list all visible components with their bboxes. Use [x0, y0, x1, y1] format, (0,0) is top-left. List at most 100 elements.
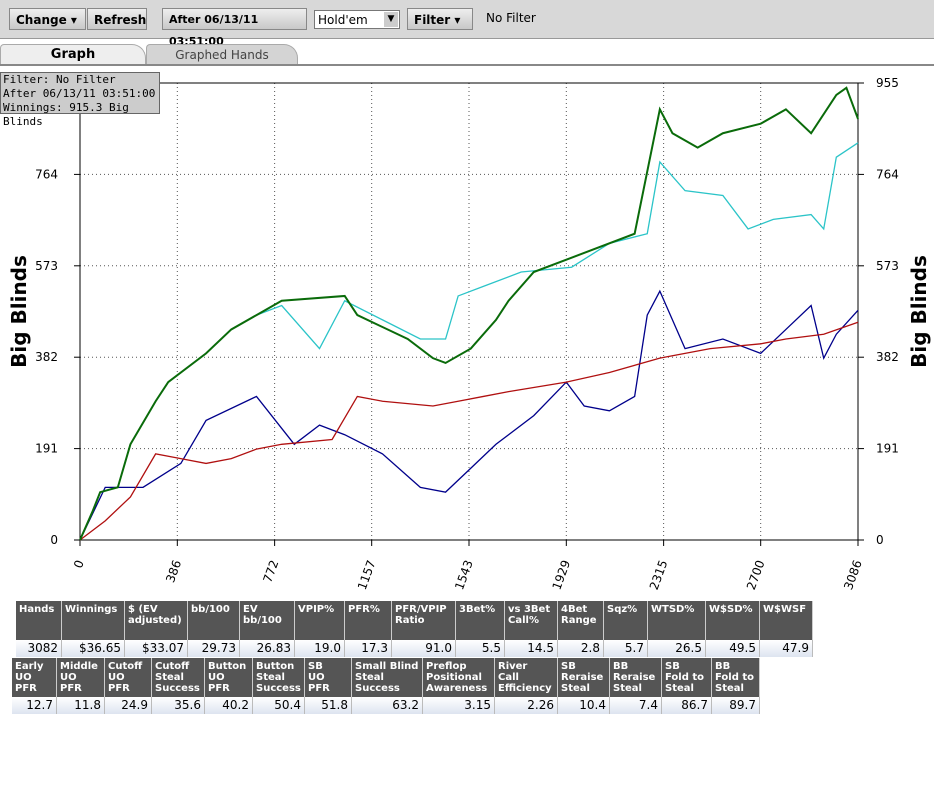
cell: 2.8	[558, 640, 604, 657]
date-button[interactable]: After 06/13/11 03:51:00	[162, 8, 307, 48]
cell: 3.15	[423, 697, 495, 714]
label: Hold'em	[318, 13, 368, 27]
y2-tick-label: 573	[876, 259, 899, 273]
column-header: vs 3Bet Call%	[505, 601, 558, 640]
x-tick-label: 1543	[452, 558, 476, 591]
column-header: Button UO PFR	[205, 658, 253, 697]
column-header: VPIP%	[295, 601, 345, 640]
y-tick-label: 764	[35, 167, 58, 181]
column-header: PFR%	[345, 601, 392, 640]
y2-tick-label: 382	[876, 350, 899, 364]
cell: 86.7	[662, 697, 712, 714]
x-tick-label: 0	[71, 558, 87, 570]
cell: 47.9	[760, 640, 813, 657]
plot-frame	[79, 82, 859, 541]
cell: 11.8	[57, 697, 105, 714]
y-tick-label: 382	[35, 350, 58, 364]
column-header: 4Bet Range	[558, 601, 604, 640]
filter-button[interactable]: Filter ▾	[407, 8, 473, 30]
cell: 24.9	[105, 697, 152, 714]
cell: 35.6	[152, 697, 205, 714]
label: Filter	[414, 13, 451, 27]
cell: 40.2	[205, 697, 253, 714]
column-header: SB Reraise Steal	[558, 658, 610, 697]
x-tick-label: 2315	[647, 558, 671, 591]
cell: 49.5	[706, 640, 760, 657]
column-header: Preflop Positional Awareness	[423, 658, 495, 697]
column-header: Cutoff Steal Success	[152, 658, 205, 697]
column-header: Early UO PFR	[12, 658, 57, 697]
column-header: W$WSF	[760, 601, 813, 640]
cell: 19.0	[295, 640, 345, 657]
column-header: Small Blind Steal Success	[352, 658, 423, 697]
y2-tick-label: 764	[876, 167, 899, 181]
cell: $33.07	[125, 640, 188, 657]
series-line	[79, 86, 859, 541]
cell: 3082	[16, 640, 62, 657]
cell: $36.65	[62, 640, 125, 657]
tab[interactable]: Graphed Hands	[146, 44, 298, 64]
y2-tick-label: 0	[876, 533, 884, 547]
y-tick-label: 573	[35, 259, 58, 273]
column-header: BB Reraise Steal	[610, 658, 662, 697]
column-header: 3Bet%	[456, 601, 505, 640]
column-header: SB UO PFR	[305, 658, 352, 697]
column-header: SB Fold to Steal	[662, 658, 712, 697]
column-header: W$SD%	[706, 601, 760, 640]
info-box: Filter: No Filter After 06/13/11 03:51:0…	[0, 72, 160, 128]
cell: 29.73	[188, 640, 240, 657]
x-tick-label: 1929	[550, 558, 574, 591]
column-header: WTSD%	[648, 601, 706, 640]
column-header: Sqz%	[604, 601, 648, 640]
cell: 63.2	[352, 697, 423, 714]
cell: 26.5	[648, 640, 706, 657]
series-line	[79, 289, 859, 541]
y-axis-label: Big Blinds	[7, 255, 31, 368]
cell: 26.83	[240, 640, 295, 657]
cell: 12.7	[12, 697, 57, 714]
y-tick-label: 0	[50, 533, 58, 547]
cell: 2.26	[495, 697, 558, 714]
tab-line	[0, 64, 934, 66]
change-button[interactable]: Change ▾	[9, 8, 86, 30]
series-line	[79, 321, 859, 541]
tab[interactable]: Graph	[0, 44, 146, 64]
x-tick-label: 2700	[744, 558, 768, 591]
cell: 14.5	[505, 640, 558, 657]
x-tick-label: 1157	[355, 558, 379, 591]
cell: 89.7	[712, 697, 760, 714]
column-header: Hands	[16, 601, 62, 640]
y2-axis-label: Big Blinds	[907, 255, 931, 368]
y-tick-label: 191	[35, 442, 58, 456]
cell: 5.7	[604, 640, 648, 657]
cell: 7.4	[610, 697, 662, 714]
cell: 5.5	[456, 640, 505, 657]
series-line	[79, 142, 859, 541]
y2-tick-label: 955	[876, 76, 899, 90]
info-line: Filter: No Filter	[3, 73, 116, 86]
cell: 10.4	[558, 697, 610, 714]
column-header: Cutoff UO PFR	[105, 658, 152, 697]
column-header: bb/100	[188, 601, 240, 640]
label: Change	[16, 13, 67, 27]
filter-status: No Filter	[486, 11, 536, 25]
refresh-button[interactable]: Refresh	[87, 8, 147, 30]
cell: 50.4	[253, 697, 305, 714]
x-tick-label: 772	[260, 558, 281, 584]
x-tick-label: 386	[163, 558, 184, 584]
cell: 51.8	[305, 697, 352, 714]
game-select[interactable]: Hold'em ▼	[314, 10, 400, 29]
column-header: Middle UO PFR	[57, 658, 105, 697]
cell: 91.0	[392, 640, 456, 657]
column-header: Button Steal Success	[253, 658, 305, 697]
column-header: River Call Efficiency	[495, 658, 558, 697]
column-header: $ (EV adjusted)	[125, 601, 188, 640]
y2-tick-label: 191	[876, 442, 899, 456]
x-tick-label: 3086	[841, 558, 865, 591]
chart: 0019119138238257357376476495595503867721…	[7, 76, 931, 592]
cell: 17.3	[345, 640, 392, 657]
info-line: After 06/13/11 03:51:00	[3, 87, 156, 100]
column-header: Winnings	[62, 601, 125, 640]
column-header: EV bb/100	[240, 601, 295, 640]
